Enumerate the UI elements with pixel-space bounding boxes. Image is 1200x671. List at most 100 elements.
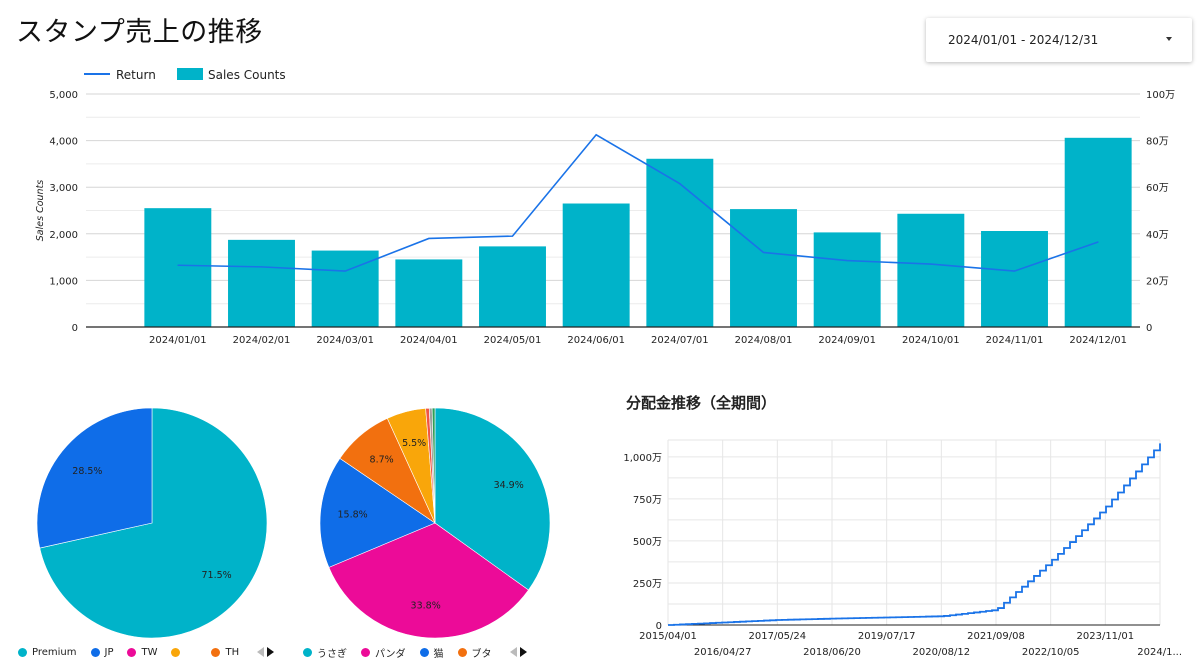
return-point xyxy=(428,237,430,239)
pie-legend-plan: Premium JP TW TH xyxy=(18,645,275,659)
legend-item[interactable]: TH xyxy=(211,647,239,658)
x-tick-label: 2024/03/01 xyxy=(316,335,374,346)
legend-swatch xyxy=(90,647,100,657)
return-point xyxy=(1014,270,1015,272)
legend-item[interactable]: 猫 xyxy=(419,645,444,660)
y-tick-label: 3,000 xyxy=(49,183,78,194)
pie-slice-label: 33.8% xyxy=(411,600,441,611)
y2-tick-label: 40万 xyxy=(1146,230,1169,241)
x-tick-label: 2024/02/01 xyxy=(233,335,291,346)
bar xyxy=(228,239,295,327)
y-axis-label: Sales Counts xyxy=(35,180,46,242)
date-range-picker[interactable]: 2024/01/01 - 2024/12/31 xyxy=(926,18,1192,62)
return-point xyxy=(1097,241,1099,243)
return-point xyxy=(177,264,179,266)
pie-chart-plan: 71.5% 28.5% xyxy=(36,407,268,639)
legend-next-icon[interactable] xyxy=(519,647,527,657)
bar xyxy=(144,208,212,327)
x-tick-label: 2023/11/01 xyxy=(1077,631,1135,642)
bar xyxy=(479,246,546,327)
return-point xyxy=(846,260,848,262)
dividend-step-line xyxy=(668,443,1161,626)
legend-swatch xyxy=(361,647,370,657)
legend-item[interactable]: JP xyxy=(90,646,114,658)
y2-tick-label: 60万 xyxy=(1146,183,1169,194)
x-tick-label: 2022/10/05 xyxy=(1022,647,1080,658)
x-tick-label: 2024/12/01 xyxy=(1069,335,1127,346)
bar xyxy=(730,209,797,327)
bar xyxy=(981,231,1048,327)
return-line xyxy=(177,133,1099,272)
return-point xyxy=(679,183,681,185)
legend-prev-icon[interactable] xyxy=(257,647,265,657)
legend-return[interactable]: Return xyxy=(84,68,156,82)
return-point xyxy=(344,270,346,272)
legend-bar-swatch xyxy=(177,68,203,80)
legend-item[interactable]: ブタ xyxy=(457,645,492,660)
legend-prev-icon[interactable] xyxy=(509,647,517,657)
pie-slice-label: 15.8% xyxy=(338,510,368,521)
x-tick-label: 2017/05/24 xyxy=(749,631,807,642)
legend-pager xyxy=(257,647,275,657)
bar xyxy=(813,232,881,327)
y2-tick-label: 0 xyxy=(1146,323,1152,334)
y-tick-label: 250万 xyxy=(633,579,662,590)
y-tick-label: 2,000 xyxy=(49,230,78,241)
legend-label: TW xyxy=(141,646,158,658)
pie-slice xyxy=(431,407,436,524)
pie-slice-label: 28.5% xyxy=(72,466,102,477)
legend-label: JP xyxy=(104,646,114,658)
legend-swatch xyxy=(127,647,137,657)
bar xyxy=(311,250,379,327)
legend-label: Premium xyxy=(32,646,77,658)
return-point xyxy=(595,134,597,136)
legend-swatch xyxy=(303,647,312,657)
legend-swatch xyxy=(211,647,221,657)
bar xyxy=(562,203,630,327)
legend-item[interactable]: うさぎ xyxy=(303,645,347,660)
return-point xyxy=(261,266,262,268)
y-tick-label: 750万 xyxy=(633,495,662,506)
legend-item[interactable] xyxy=(171,647,197,657)
x-tick-label: 2019/07/17 xyxy=(858,631,916,642)
x-tick-label: 2018/06/20 xyxy=(803,647,861,658)
return-point xyxy=(763,251,764,253)
dividend-chart-title: 分配金推移（全期間） xyxy=(626,394,777,412)
dropdown-caret-icon xyxy=(1166,37,1172,41)
pie-slice-label: 34.9% xyxy=(494,480,524,491)
x-tick-label: 2024/10/01 xyxy=(902,335,960,346)
bar xyxy=(897,213,965,327)
legend-swatch xyxy=(419,647,429,657)
y2-tick-label: 100万 xyxy=(1146,90,1175,101)
x-tick-label: 2016/04/27 xyxy=(694,647,752,658)
y-tick-label: 1,000 xyxy=(49,276,78,287)
return-point xyxy=(512,235,513,237)
x-tick-label: 2024/08/01 xyxy=(735,335,793,346)
x-tick-label: 2024/01/01 xyxy=(149,335,207,346)
legend-swatch xyxy=(171,647,181,657)
legend-label: うさぎ xyxy=(317,648,347,660)
x-tick-label: 2024/1... xyxy=(1137,647,1182,658)
legend-label: Return xyxy=(116,68,156,82)
legend-swatch xyxy=(18,647,27,657)
bar xyxy=(1064,137,1132,327)
pie-chart-character: 34.9% 33.8% 15.8% 8.7% 5.5% xyxy=(319,407,551,639)
legend-next-icon[interactable] xyxy=(267,647,275,657)
x-tick-label: 2024/11/01 xyxy=(986,335,1044,346)
y2-tick-label: 20万 xyxy=(1146,276,1169,287)
legend-pager xyxy=(509,647,527,657)
legend-item[interactable]: Premium xyxy=(18,647,77,658)
page-title: スタンプ売上の推移 xyxy=(16,17,263,48)
legend-item[interactable]: TW xyxy=(127,647,157,658)
legend-item[interactable]: パンダ xyxy=(361,645,406,660)
legend-sales-counts[interactable]: Sales Counts xyxy=(177,68,286,82)
y-tick-label: 0 xyxy=(656,621,662,632)
x-tick-label: 2024/06/01 xyxy=(567,335,625,346)
pie-slice-label: 5.5% xyxy=(402,438,426,449)
y-tick-label: 1,000万 xyxy=(623,453,662,464)
legend-swatch xyxy=(457,647,467,657)
pie-slice xyxy=(328,522,529,639)
return-point xyxy=(930,263,932,265)
x-tick-label: 2015/04/01 xyxy=(639,631,697,642)
